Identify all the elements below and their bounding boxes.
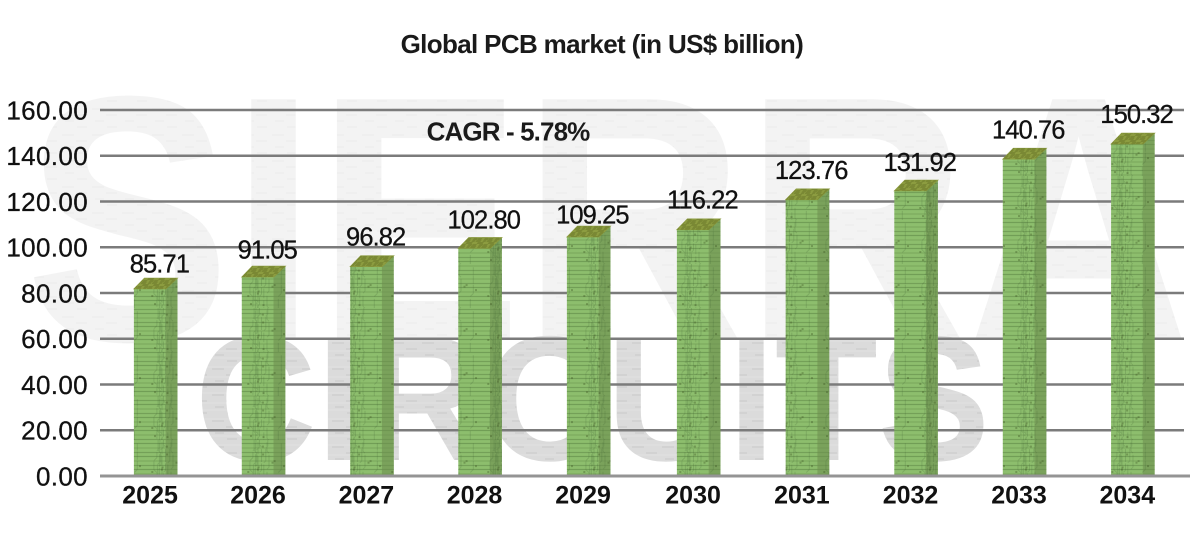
svg-text:0.00: 0.00: [36, 461, 88, 491]
svg-text:2034: 2034: [1099, 482, 1155, 510]
svg-text:131.92: 131.92: [883, 149, 956, 177]
svg-text:140.76: 140.76: [992, 117, 1065, 145]
svg-text:2029: 2029: [555, 482, 611, 510]
svg-text:40.00: 40.00: [21, 370, 88, 400]
svg-text:96.82: 96.82: [346, 224, 405, 252]
svg-text:2033: 2033: [991, 482, 1047, 510]
svg-text:91.05: 91.05: [238, 237, 298, 265]
svg-text:120.00: 120.00: [6, 187, 88, 217]
svg-text:2028: 2028: [447, 482, 503, 510]
svg-text:109.25: 109.25: [556, 201, 629, 229]
svg-text:116.22: 116.22: [667, 187, 738, 215]
svg-text:2031: 2031: [774, 482, 830, 510]
svg-text:80.00: 80.00: [21, 278, 88, 308]
svg-text:100.00: 100.00: [6, 233, 88, 263]
svg-text:2026: 2026: [230, 482, 286, 510]
svg-text:Global PCB market (in US$ bill: Global PCB market (in US$ billion): [401, 29, 804, 59]
svg-text:CAGR - 5.78%: CAGR - 5.78%: [427, 116, 591, 146]
svg-text:123.76: 123.76: [775, 157, 848, 185]
svg-text:20.00: 20.00: [21, 416, 88, 446]
svg-text:2032: 2032: [883, 482, 939, 510]
svg-text:60.00: 60.00: [21, 324, 88, 354]
svg-text:160.00: 160.00: [6, 95, 88, 125]
svg-text:2027: 2027: [339, 482, 395, 510]
svg-text:102.80: 102.80: [447, 207, 520, 235]
svg-text:85.71: 85.71: [130, 251, 189, 279]
svg-text:2030: 2030: [665, 482, 721, 510]
svg-text:150.32: 150.32: [1100, 101, 1173, 129]
svg-text:140.00: 140.00: [6, 141, 88, 171]
svg-text:2025: 2025: [122, 482, 178, 510]
